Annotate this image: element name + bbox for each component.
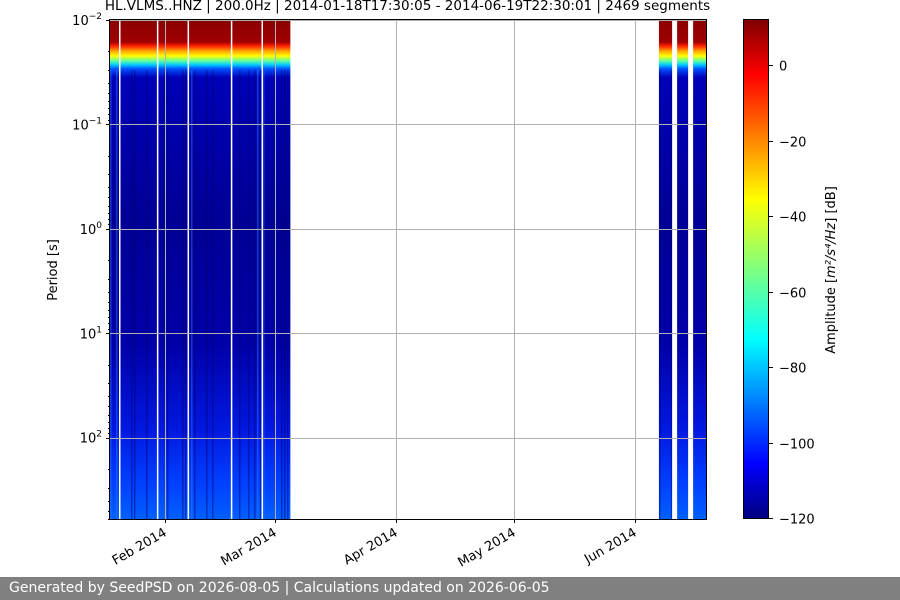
segment-texture [248,70,250,519]
y-tick-label: 101 [80,325,102,342]
segment-texture [281,70,283,519]
segment-texture [287,70,289,519]
segment-texture [116,70,118,519]
colorbar-tick-label: −20 [779,136,806,151]
data-interval-1 [658,20,706,519]
segment-texture [239,70,241,519]
footer-text: Generated by SeedPSD on 2026-08-05 | Cal… [9,580,550,596]
segment-texture [182,70,184,519]
data-gap [156,20,159,519]
data-gap [261,20,264,519]
segment-texture [658,70,661,519]
colorbar-label-unit: m²/s⁴/Hz [824,222,839,278]
y-axis-label: Period [s] [46,239,61,301]
spectrogram-data [110,20,706,519]
segment-texture [131,70,133,519]
colorbar-tick-label: −80 [779,362,806,377]
segment-texture [146,70,148,519]
colorbar-tick-label: −40 [779,211,806,226]
data-gap [230,20,233,519]
data-gap [672,20,678,519]
segment-texture [284,70,286,519]
segment-texture [206,70,208,519]
data-interval-0 [110,20,291,519]
colorbar-label-suffix: ] [dB] [824,186,839,223]
segment-texture [260,70,262,519]
y-tick-label: 10−1 [72,116,102,133]
footer-bar: Generated by SeedPSD on 2026-08-05 | Cal… [0,577,900,600]
colorbar-tick-label: −60 [779,287,806,302]
segment-texture [191,70,193,519]
grid-lines [110,20,706,519]
data-gap [119,20,121,519]
segment-texture [257,70,259,519]
y-tick-label: 100 [80,221,103,238]
segment-texture [254,70,256,519]
chart-title: HL.VLMS..HNZ | 200.0Hz | 2014-01-18T17:3… [104,0,711,14]
y-tick-label: 10−2 [72,12,102,29]
data-gap [688,20,694,519]
colorbar-label: Amplitude [m²/s⁴/Hz] [dB] [824,186,839,354]
segment-texture [167,70,169,519]
segment-texture [263,70,265,519]
segment-texture [212,70,214,519]
plot-frame [109,19,707,520]
colorbar-ticks: 0 −20 −40 −60 −80 −100 −120 [769,60,815,528]
colorbar-tick-label: −120 [779,513,815,528]
colorbar-label-prefix: Amplitude [ [824,278,839,354]
segment-texture [134,70,136,519]
data-gap [187,20,190,519]
segment-texture [670,70,673,519]
segment-texture [194,70,196,519]
segment-texture [110,70,112,519]
y-tick-label: 102 [80,430,102,447]
y-axis: 10−2 10−1 100 101 102 [72,12,110,520]
colorbar-tick-label: −100 [779,438,815,453]
colorbar-gradient [743,19,769,519]
colorbar-tick-label: 0 [779,60,787,75]
segment-texture [185,70,187,519]
